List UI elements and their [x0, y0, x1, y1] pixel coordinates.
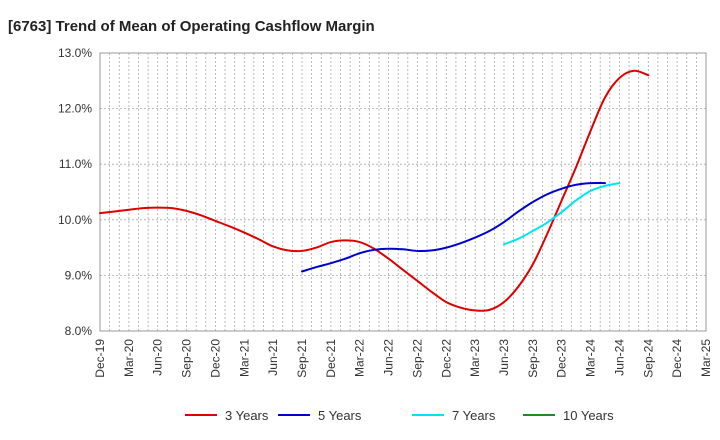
- x-tick-label: Mar-24: [584, 339, 598, 377]
- grid: [100, 53, 706, 331]
- legend: 3 Years 5 Years 7 Years 10 Years: [185, 408, 614, 423]
- y-tick-label: 10.0%: [58, 213, 92, 227]
- x-tick-label: Jun-24: [612, 339, 626, 376]
- x-tick-label: Mar-20: [122, 339, 136, 377]
- plot-area-border: [99, 52, 707, 332]
- x-tick-label: Dec-19: [93, 339, 107, 378]
- x-tick-label: Sep-23: [526, 339, 540, 378]
- y-tick-label: 9.0%: [65, 268, 93, 282]
- x-tick-label: Jun-21: [266, 339, 280, 376]
- x-tick-label: Mar-22: [353, 339, 367, 377]
- chart-title: [6763] Trend of Mean of Operating Cashfl…: [8, 18, 375, 35]
- x-tick-label: Dec-24: [670, 339, 684, 378]
- y-tick-label: 8.0%: [65, 324, 93, 338]
- x-tick-label: Jun-20: [151, 339, 165, 376]
- series-line-5-years: [301, 181, 606, 273]
- y-tick-label: 12.0%: [58, 102, 92, 116]
- series-line-7-years: [503, 182, 621, 246]
- x-tick-label: Sep-24: [641, 339, 655, 378]
- y-axis: 8.0% 9.0% 10.0% 11.0% 12.0% 13.0%: [58, 46, 92, 338]
- x-axis: Dec-19 Mar-20 Jun-20 Sep-20 Dec-20 Mar-21 Jun-…: [93, 339, 713, 378]
- legend-label: 7 Years: [452, 408, 496, 423]
- series-line-3-years: [99, 69, 650, 312]
- x-tick-label: Sep-20: [180, 339, 194, 378]
- x-tick-label: Dec-22: [439, 339, 453, 378]
- x-tick-label: Jun-23: [497, 339, 511, 376]
- legend-label: 3 Years: [225, 408, 269, 423]
- x-tick-label: Sep-21: [295, 339, 309, 378]
- x-tick-label: Mar-25: [699, 339, 713, 377]
- x-tick-label: Dec-21: [324, 339, 338, 378]
- y-tick-label: 13.0%: [58, 46, 92, 60]
- y-tick-label: 11.0%: [59, 157, 92, 171]
- x-tick-label: Jun-22: [382, 339, 396, 376]
- x-tick-label: Dec-20: [208, 339, 222, 378]
- legend-label: 10 Years: [563, 408, 614, 423]
- series-layer: [99, 69, 650, 312]
- x-tick-label: Dec-23: [555, 339, 569, 378]
- x-tick-label: Mar-21: [237, 339, 251, 377]
- x-tick-label: Mar-23: [468, 339, 482, 377]
- legend-label: 5 Years: [318, 408, 362, 423]
- x-tick-label: Sep-22: [410, 339, 424, 378]
